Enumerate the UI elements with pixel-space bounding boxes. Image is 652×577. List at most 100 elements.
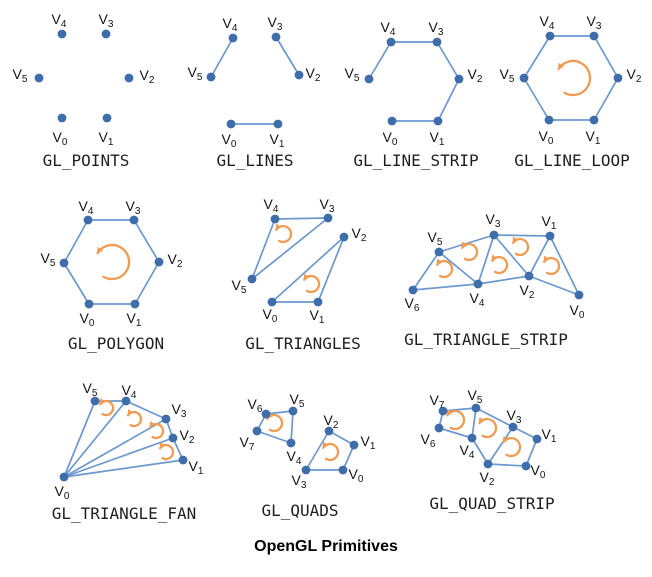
panel-gl-points: V0 V1 V2 V3 V4 V5 GL_POINTS <box>13 11 155 170</box>
panel-caption: GL_TRIANGLE_FAN <box>52 504 197 523</box>
vertex-dot-v5 <box>288 406 298 416</box>
edge-v2-v3 <box>133 219 160 263</box>
panel-caption: GL_TRIANGLE_STRIP <box>404 330 568 349</box>
vertex-dot-v1 <box>178 455 188 465</box>
vertex-dot-v4 <box>286 438 296 448</box>
vertex-label-v5: V5 <box>13 66 28 85</box>
vertex-label-v6: V6 <box>405 295 420 314</box>
vertex-dot-v0 <box>544 115 554 125</box>
vertex-label-v0: V0 <box>349 466 364 485</box>
edge-v4-v5 <box>471 407 477 439</box>
vertex-label-v7: V7 <box>430 392 445 411</box>
edge-v5-v3 <box>251 217 329 280</box>
winding-order-arrow-icon <box>266 412 284 433</box>
winding-order-arrow-icon <box>158 442 175 461</box>
vertex-label-v2: V2 <box>627 66 642 85</box>
panel-gl-line-strip: V0 V1 V2 V3 V4 V5 GL_LINE_STRIP <box>345 19 483 170</box>
winding-order-arrow-icon <box>96 243 131 281</box>
vertex-dot-v3 <box>101 29 111 39</box>
edge-v1-v2 <box>437 78 460 122</box>
vertex-dot-v3 <box>301 465 311 475</box>
vertex-label-v1: V1 <box>542 426 557 445</box>
vertex-label-v4: V4 <box>470 290 485 309</box>
edge-v4-v7 <box>256 430 292 444</box>
winding-order-arrow-icon <box>461 241 479 262</box>
vertex-dot-v4 <box>545 31 555 41</box>
edge-v5-v4 <box>438 251 479 285</box>
vertex-dot-v5 <box>471 403 481 413</box>
vertex-label-v3: V3 <box>507 407 522 426</box>
vertex-dot-v7 <box>438 406 448 416</box>
vertex-dot-v1 <box>589 115 599 125</box>
vertex-dot-v3 <box>323 213 333 223</box>
vertex-label-v3: V3 <box>172 401 187 420</box>
vertex-dot-v2 <box>324 426 334 436</box>
vertex-dot-v3 <box>161 414 171 424</box>
vertex-label-v3: V3 <box>292 472 307 491</box>
panel-gl-triangle-strip: V0 V1 V2 V3 V4 V5 V6 GL_TRIANGLE_STRIP <box>404 211 585 349</box>
vertex-label-v0: V0 <box>80 310 95 329</box>
panel-gl-line-loop: V0 V1 V2 V3 V4 V5 GL_LINE_LOOP <box>500 13 642 170</box>
vertex-label-v2: V2 <box>480 469 495 488</box>
vertex-dot-v0 <box>267 297 277 307</box>
vertex-dot-v0 <box>521 461 531 471</box>
vertex-label-v4: V4 <box>52 11 67 30</box>
vertex-dot-v1 <box>433 116 443 126</box>
vertex-label-v5: V5 <box>41 250 56 269</box>
edge-v3-v1 <box>512 426 538 440</box>
winding-order-arrow-icon <box>478 417 498 439</box>
vertex-dot-v3 <box>271 32 281 42</box>
edge-v0-v4 <box>63 400 127 478</box>
edge-v5-v4 <box>290 410 294 444</box>
panel-caption: GL_LINE_LOOP <box>514 151 630 170</box>
vertex-dot-v4 <box>467 433 477 443</box>
vertex-label-v2: V2 <box>180 427 195 446</box>
vertex-dot-v5 <box>59 258 69 268</box>
vertex-dot-v1 <box>273 119 283 129</box>
vertex-dot-v4 <box>121 396 131 406</box>
vertex-dot-v0 <box>84 299 94 309</box>
panel-gl-polygon: V0 V1 V2 V3 V4 V5 GL_POLYGON <box>41 198 183 353</box>
vertex-dot-v4 <box>57 29 67 39</box>
vertex-dot-v0 <box>226 119 236 129</box>
vertex-label-v0: V0 <box>53 129 68 148</box>
vertex-label-v4: V4 <box>264 196 279 215</box>
edge-v4-v5 <box>251 218 276 280</box>
edge-v1-v0 <box>342 444 355 471</box>
vertex-label-v5: V5 <box>468 387 483 406</box>
vertex-label-v5: V5 <box>232 277 247 296</box>
vertex-label-v0: V0 <box>570 302 585 321</box>
vertex-label-v4: V4 <box>540 13 555 32</box>
winding-order-arrow-icon <box>275 223 293 244</box>
vertex-label-v3: V3 <box>99 11 114 30</box>
vertex-label-v5: V5 <box>428 229 443 248</box>
vertex-dot-v2 <box>454 74 464 84</box>
panel-caption: GL_POLYGON <box>68 334 164 353</box>
edge-v6-v4 <box>438 427 473 439</box>
vertex-dot-v5 <box>519 73 529 83</box>
vertex-dot-v6 <box>434 423 444 433</box>
vertex-label-v2: V2 <box>324 412 339 431</box>
vertex-dot-v7 <box>252 426 262 436</box>
vertex-label-v4: V4 <box>460 442 475 461</box>
vertex-label-v1: V1 <box>310 307 325 326</box>
vertex-dot-v1 <box>102 113 112 123</box>
edge-v1-v0 <box>549 235 580 296</box>
vertex-dot-v2 <box>339 232 349 242</box>
vertex-dot-v3 <box>589 31 599 41</box>
vertex-label-v1: V1 <box>361 433 376 452</box>
vertex-dot-v0 <box>59 472 69 482</box>
panel-caption: GL_LINE_STRIP <box>353 151 478 170</box>
vertex-dot-v4 <box>473 279 483 289</box>
vertex-dot-v4 <box>228 33 238 43</box>
winding-order-arrow-icon <box>543 255 561 276</box>
vertex-label-v1: V1 <box>430 129 445 148</box>
edge-v1-v0 <box>525 438 538 467</box>
vertex-label-v3: V3 <box>268 14 283 33</box>
edge-v3-v2 <box>305 430 330 471</box>
vertex-label-v3: V3 <box>320 196 335 215</box>
panel-caption: GL_QUADS <box>261 501 338 520</box>
vertex-dot-v2 <box>524 271 534 281</box>
edge-v4-v5 <box>523 35 551 79</box>
panel-gl-triangle-fan: V0 V1 V2 V3 V4 V5 GL_TRIANGLE_FAN <box>52 380 204 523</box>
